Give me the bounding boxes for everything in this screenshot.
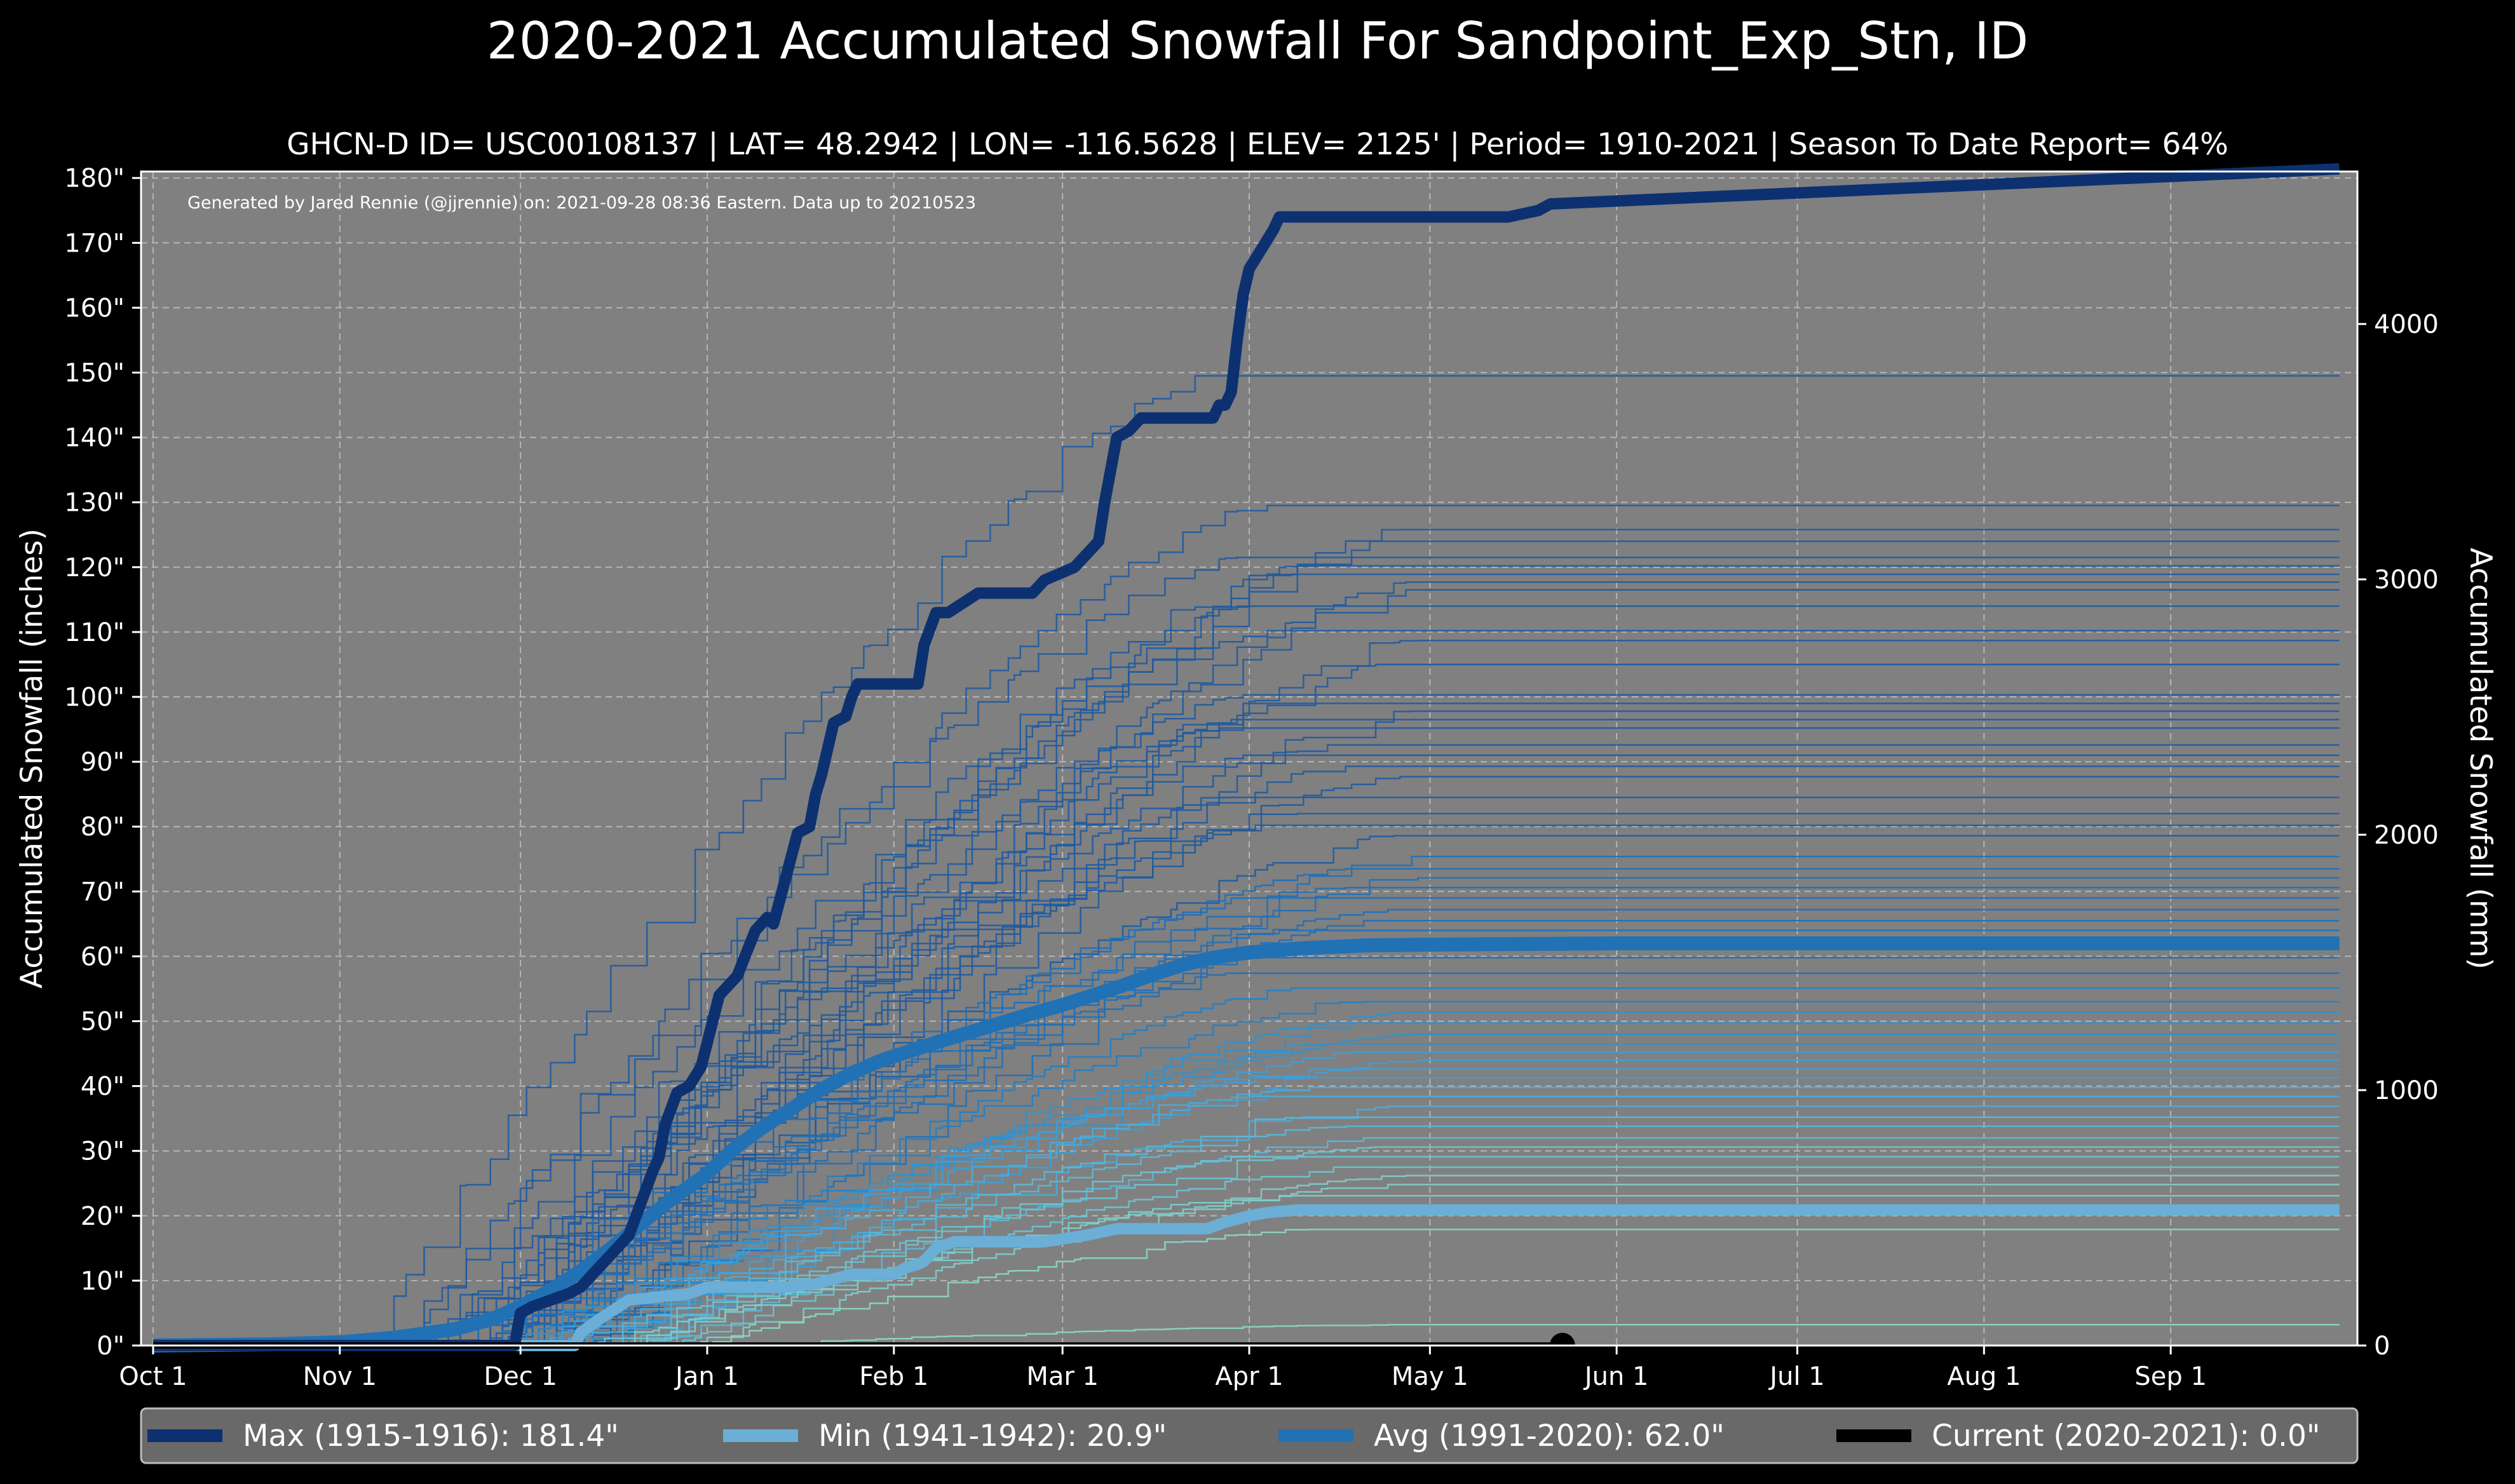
x-tick-label: Mar 1 (1026, 1362, 1099, 1391)
y-right-tick-label: 1000 (2374, 1076, 2439, 1105)
season-line (153, 727, 2340, 1347)
y-tick-label: 120" (64, 553, 125, 583)
y-tick-label: 60" (81, 942, 125, 971)
x-tick-label: Apr 1 (1215, 1362, 1283, 1391)
season-line (153, 1116, 2340, 1347)
season-line (153, 1086, 2340, 1347)
legend: Max (1915-1916): 181.4" Min (1941-1942): … (140, 1407, 2359, 1464)
legend-box (140, 1407, 2359, 1464)
season-line (153, 813, 2340, 1347)
season-line (153, 1194, 2340, 1347)
y-tick-label: 30" (81, 1137, 125, 1166)
legend-label: Current (2020-2021): 0.0" (1932, 1419, 2320, 1454)
chart-subtitle: GHCN-D ID= USC00108137 | LAT= 48.2942 | … (287, 127, 2228, 162)
y-tick-label: 170" (64, 229, 125, 258)
season-line (153, 754, 2340, 1347)
legend-label: Max (1915-1916): 181.4" (243, 1419, 619, 1454)
grid-lines (141, 172, 2357, 1346)
season-line (153, 718, 2340, 1347)
legend-label: Min (1941-1942): 20.9" (818, 1419, 1167, 1454)
highlight-series-lines (153, 163, 2340, 1358)
season-line (153, 908, 2340, 1347)
chart-title: 2020-2021 Accumulated Snowfall For Sandp… (487, 11, 2028, 71)
season-line (153, 630, 2340, 1347)
season-line (153, 1156, 2340, 1347)
season-line (153, 1042, 2340, 1347)
y-axis-label-right: Accumulated Snowfall (mm) (2463, 548, 2498, 969)
season-line (153, 710, 2340, 1347)
x-tick-label: Sep 1 (2134, 1362, 2207, 1391)
series-line-avg (153, 936, 2340, 1352)
y-right-tick-label: 3000 (2374, 565, 2439, 595)
y-tick-label: 110" (64, 618, 125, 647)
y-tick-label: 10" (81, 1267, 125, 1296)
x-tick-label: Oct 1 (119, 1362, 187, 1391)
season-line (153, 581, 2340, 1347)
y-tick-label: 160" (64, 293, 125, 323)
season-line (153, 556, 2340, 1347)
x-axis: Oct 1 Nov 1 Dec 1 Jan 1 Feb 1 Mar 1 Apr 1 May 1… (119, 1346, 2207, 1391)
y-tick-label: 80" (81, 813, 125, 842)
y-axis-left: 0" 10" 20" 30" 40" 50" 60" 70" 80" 90" 100" 110" 120… (64, 164, 141, 1361)
y-tick-label: 40" (81, 1072, 125, 1102)
y-right-tick-label: 0 (2374, 1332, 2390, 1361)
y-tick-label: 90" (81, 748, 125, 777)
season-line (153, 504, 2340, 1347)
y-axis-label-left: Accumulated Snowfall (inches) (15, 529, 50, 988)
y-tick-label: 150" (64, 359, 125, 388)
historical-season-lines (153, 375, 2340, 1347)
series-line-min (153, 1204, 2340, 1351)
legend-label: Avg (1991-2020): 62.0" (1374, 1419, 1725, 1454)
season-line (153, 776, 2340, 1347)
y-axis-right: 0 1000 2000 3000 4000 (2357, 310, 2439, 1361)
x-tick-label: Jan 1 (674, 1362, 739, 1391)
y-tick-label: 50" (81, 1008, 125, 1037)
x-tick-label: Aug 1 (1947, 1362, 2021, 1391)
season-line (153, 1077, 2340, 1347)
y-tick-label: 70" (81, 877, 125, 907)
y-tick-label: 180" (64, 164, 125, 193)
series-line-max (153, 163, 2340, 1351)
y-tick-label: 140" (64, 424, 125, 453)
x-tick-label: Dec 1 (484, 1362, 557, 1391)
season-line (153, 605, 2340, 1347)
season-line (153, 573, 2340, 1347)
season-line (153, 1001, 2340, 1347)
x-tick-label: Jun 1 (1583, 1362, 1649, 1391)
y-right-tick-label: 4000 (2374, 310, 2439, 339)
x-tick-label: Feb 1 (859, 1362, 928, 1391)
season-line (153, 1324, 2340, 1347)
y-tick-label: 20" (81, 1202, 125, 1231)
x-tick-label: Jul 1 (1768, 1362, 1824, 1391)
y-tick-label: 130" (64, 489, 125, 518)
season-line (153, 375, 2340, 1347)
x-tick-label: Nov 1 (303, 1362, 377, 1391)
y-tick-label: 0" (97, 1332, 125, 1361)
credit-text: Generated by Jared Rennie (@jjrennie) on… (187, 193, 976, 213)
y-tick-label: 100" (64, 683, 125, 712)
season-line (153, 987, 2340, 1347)
season-line (153, 1228, 2340, 1347)
y-right-tick-label: 2000 (2374, 821, 2439, 850)
season-line (153, 565, 2340, 1347)
x-tick-label: May 1 (1392, 1362, 1468, 1391)
season-line (153, 1125, 2340, 1347)
